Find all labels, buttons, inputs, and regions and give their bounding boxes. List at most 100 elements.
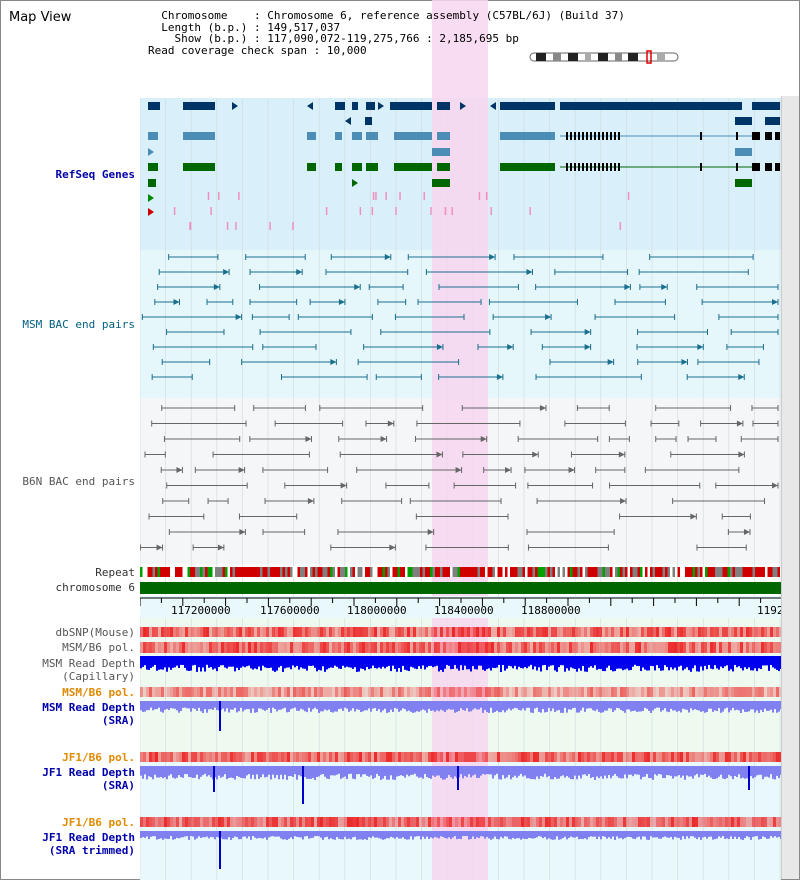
jf1-depth-sra[interactable] <box>140 766 782 804</box>
msm-bac-pair[interactable] <box>477 344 514 350</box>
msm-bac-pair[interactable] <box>407 254 496 260</box>
b6n-bac-pair[interactable] <box>650 420 680 427</box>
msm-bac-pair[interactable] <box>513 254 604 260</box>
gene-arrow-icon[interactable] <box>148 148 154 156</box>
msm-bac-pairs[interactable] <box>141 254 779 380</box>
b6n-bac-pair[interactable] <box>284 482 348 489</box>
b6n-bac-pair[interactable] <box>249 436 312 442</box>
b6n-bac-pair[interactable] <box>536 498 627 504</box>
msm-bac-pair[interactable] <box>554 269 629 275</box>
label-msm-b6-pol-sra[interactable]: MSM/B6 pol. <box>62 686 135 699</box>
refseq-genes[interactable] <box>148 102 780 230</box>
b6n-bac-pair[interactable] <box>144 451 166 458</box>
refseq-gene[interactable] <box>307 163 316 171</box>
b6n-bac-pair[interactable] <box>696 544 747 551</box>
refseq-gene[interactable] <box>335 163 342 171</box>
refseq-gene[interactable] <box>394 132 432 140</box>
b6n-bac-pair[interactable] <box>339 451 443 458</box>
b6n-bac-pair[interactable] <box>207 498 229 504</box>
b6n-bac-pair[interactable] <box>517 436 599 442</box>
refseq-gene[interactable] <box>335 132 342 140</box>
msm-bac-pair[interactable] <box>259 329 352 335</box>
msm-bac-pair[interactable] <box>594 314 676 320</box>
b6n-bac-pair[interactable] <box>453 482 517 489</box>
refseq-gene[interactable] <box>765 117 780 125</box>
msm-bac-pair[interactable] <box>637 329 709 335</box>
refseq-gene[interactable] <box>752 163 760 171</box>
gene-arrow-icon[interactable] <box>352 179 358 187</box>
refseq-gene[interactable] <box>366 102 375 110</box>
b6n-bac-pair[interactable] <box>365 420 395 427</box>
b6n-bac-pair[interactable] <box>425 544 509 551</box>
msm-bac-pair[interactable] <box>141 314 243 320</box>
msm-bac-pair[interactable] <box>637 359 688 365</box>
msm-bac-pair[interactable] <box>380 329 491 335</box>
refseq-gene[interactable] <box>752 132 760 140</box>
refseq-gene[interactable] <box>765 132 772 140</box>
b6n-bac-pair[interactable] <box>262 529 306 535</box>
b6n-bac-pair[interactable] <box>139 544 164 551</box>
b6n-bac-pair[interactable] <box>527 544 609 551</box>
vertical-scrollbar[interactable] <box>781 96 799 879</box>
b6n-bac-pair[interactable] <box>151 420 247 427</box>
b6n-bac-pair[interactable] <box>619 513 697 520</box>
refseq-gene[interactable] <box>394 163 432 171</box>
b6n-bac-pair[interactable] <box>409 498 502 504</box>
refseq-gene[interactable] <box>437 163 450 171</box>
msm-bac-pair[interactable] <box>701 299 779 305</box>
b6n-bac-pair[interactable] <box>356 467 463 473</box>
b6n-bac-pair[interactable] <box>751 405 779 411</box>
jf1-depth-trim[interactable] <box>140 831 782 869</box>
b6n-bac-pair[interactable] <box>527 482 594 489</box>
msm-bac-pair[interactable] <box>158 269 230 275</box>
msm-bac-pair[interactable] <box>206 299 234 305</box>
refseq-gene[interactable] <box>148 163 158 171</box>
b6n-bac-pair[interactable] <box>319 405 424 411</box>
b6n-bac-pair[interactable] <box>262 467 329 473</box>
refseq-gene[interactable] <box>560 102 742 110</box>
label-dbsnp[interactable]: dbSNP(Mouse) <box>55 626 135 639</box>
b6n-bac-pair[interactable] <box>672 498 766 504</box>
b6n-bac-pair[interactable] <box>483 467 512 473</box>
msm-bac-pair[interactable] <box>535 284 631 290</box>
b6n-bac-pair[interactable] <box>721 513 751 520</box>
gene-arrow-icon[interactable] <box>490 102 496 110</box>
msm-bac-pair[interactable] <box>394 314 465 320</box>
b6n-bac-pairs[interactable] <box>139 405 779 551</box>
msm-bac-pair[interactable] <box>530 329 592 335</box>
b6n-bac-pair[interactable] <box>752 420 779 427</box>
refseq-gene[interactable] <box>500 132 555 140</box>
msm-bac-pair[interactable] <box>262 344 317 350</box>
b6n-bac-pair[interactable] <box>238 513 298 520</box>
refseq-gene[interactable] <box>183 163 215 171</box>
msm-bac-pair[interactable] <box>438 284 519 290</box>
msm-bac-pair[interactable] <box>375 374 422 380</box>
msm-bac-pair[interactable] <box>251 314 290 320</box>
b6n-bac-pair[interactable] <box>416 420 521 427</box>
msm-bac-pair[interactable] <box>696 284 779 290</box>
msm-depth-sra[interactable] <box>140 701 782 731</box>
msm-bac-pair[interactable] <box>309 299 346 305</box>
b6n-bac-pair[interactable] <box>168 529 246 535</box>
gene-arrow-icon[interactable] <box>148 194 154 202</box>
msm-bac-pair[interactable] <box>488 299 578 305</box>
label-refseq-genes[interactable]: RefSeq Genes <box>55 168 135 181</box>
label-msm-bac[interactable]: MSM BAC end pairs <box>22 318 135 331</box>
chromosome-bar[interactable] <box>140 582 781 594</box>
msm-bac-pair[interactable] <box>638 269 749 275</box>
msm-bac-pair[interactable] <box>417 299 482 305</box>
label-jf1-b6-pol-trim[interactable]: JF1/B6 pol. <box>62 816 135 829</box>
b6n-bac-pair[interactable] <box>274 420 344 427</box>
refseq-gene[interactable] <box>365 117 372 125</box>
msm-b6-pol-sra-track[interactable] <box>140 687 782 697</box>
b6n-bac-pair[interactable] <box>160 467 183 473</box>
refseq-gene[interactable] <box>352 132 362 140</box>
refseq-gene[interactable] <box>183 132 215 140</box>
refseq-gene[interactable] <box>437 102 450 110</box>
refseq-gene[interactable] <box>148 179 156 187</box>
b6n-bac-pair[interactable] <box>415 513 509 520</box>
selection-highlight[interactable] <box>432 0 488 880</box>
refseq-gene[interactable] <box>307 132 316 140</box>
msm-bac-pair[interactable] <box>152 344 254 350</box>
